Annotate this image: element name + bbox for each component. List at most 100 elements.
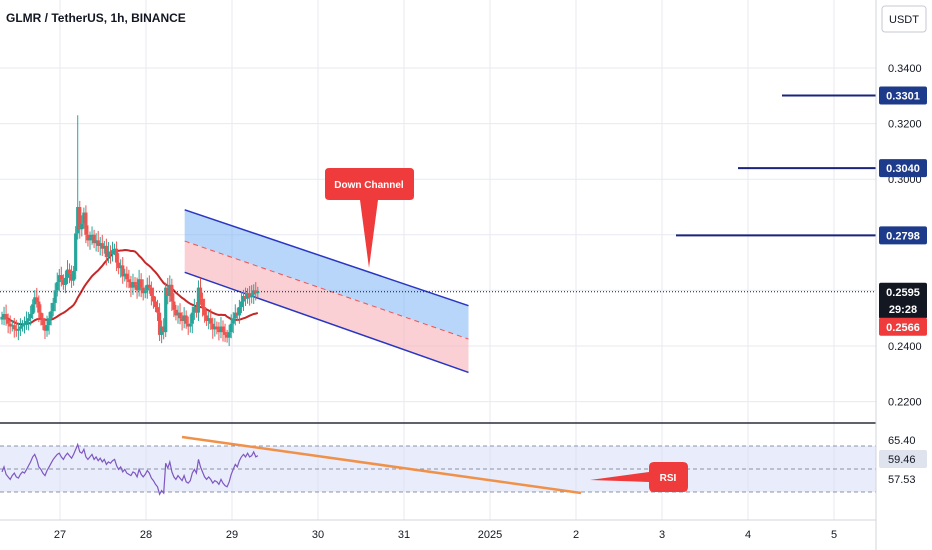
candle-body xyxy=(53,290,57,303)
rsi-line xyxy=(1,442,259,496)
candle-body xyxy=(215,326,219,330)
candle-body xyxy=(57,275,61,283)
rsi-axis-ticks: 65.40 59.46 57.53 xyxy=(879,435,927,486)
down-channel-callout-shape xyxy=(325,168,414,268)
candle-body xyxy=(16,328,20,331)
candle-body xyxy=(231,318,235,324)
current-price-label: 0.2595 xyxy=(886,287,920,299)
candle-body xyxy=(94,240,98,244)
candle-body xyxy=(143,290,147,294)
candle-body xyxy=(98,243,102,246)
target-lines xyxy=(676,94,876,237)
candle-body xyxy=(239,301,244,308)
candle-body xyxy=(135,284,139,291)
candle-body xyxy=(207,318,211,321)
time-tick-label: 2025 xyxy=(478,529,502,541)
candle-body xyxy=(112,248,117,251)
candle-body xyxy=(229,323,233,333)
candle-body xyxy=(80,223,84,230)
price-tick-label: 0.3000 xyxy=(888,174,922,186)
candle-body xyxy=(211,323,215,330)
candle-body xyxy=(47,318,51,326)
candle-body xyxy=(8,323,12,327)
candle-body xyxy=(157,312,162,335)
candle-body xyxy=(145,284,149,291)
candle-body xyxy=(45,325,49,331)
time-tick-label: 30 xyxy=(312,529,324,541)
candle-body xyxy=(104,245,108,258)
channel-upper-fill xyxy=(184,209,469,340)
candle-body xyxy=(172,301,176,310)
target-price-tag xyxy=(879,159,927,178)
currency-badge[interactable]: USDT xyxy=(881,5,927,33)
target-price-label: 0.2798 xyxy=(886,230,920,242)
candle-body xyxy=(190,312,194,324)
candlesticks xyxy=(0,115,260,346)
candle-body xyxy=(168,284,172,296)
candle-body xyxy=(202,307,207,316)
time-axis-ticks: 27 28 29 30 31 2025 2 3 4 5 xyxy=(54,529,837,541)
candle-body xyxy=(131,282,135,288)
candle-body xyxy=(96,240,100,246)
candle-body xyxy=(88,237,92,241)
rsi-tick-label: 59.46 xyxy=(888,454,916,466)
candle-body xyxy=(180,318,184,321)
candle-body xyxy=(223,332,227,335)
candle-body xyxy=(176,312,180,316)
candle-body xyxy=(250,294,254,298)
ma-price-tag xyxy=(879,317,927,336)
candle-body xyxy=(110,250,115,255)
candle-body xyxy=(84,212,88,235)
candle-body xyxy=(219,326,223,333)
time-tick-label: 2 xyxy=(573,529,579,541)
candle-body xyxy=(90,234,94,238)
candle-body xyxy=(164,287,168,333)
candle-body xyxy=(114,248,119,263)
candle-body xyxy=(233,312,237,319)
candle-body xyxy=(125,273,129,280)
candle-body xyxy=(35,297,39,302)
rsi-tick-label: 57.53 xyxy=(888,474,916,486)
candle-body xyxy=(12,325,16,330)
candle-body xyxy=(37,301,41,313)
candle-body xyxy=(155,307,160,313)
candle-body xyxy=(186,323,190,327)
time-tick-label: 28 xyxy=(140,529,152,541)
candle-body xyxy=(139,279,143,288)
rsi-trendline xyxy=(181,435,582,495)
candle-body xyxy=(133,282,137,285)
candle-body xyxy=(166,287,170,296)
candle-body xyxy=(237,307,241,316)
time-tick-label: 27 xyxy=(54,529,66,541)
time-tick-label: 31 xyxy=(398,529,410,541)
current-price-tag xyxy=(879,282,927,319)
candle-body xyxy=(49,311,53,319)
candle-body xyxy=(225,334,229,338)
candle-body xyxy=(188,323,192,327)
candle-body xyxy=(65,269,70,278)
candle-body xyxy=(106,251,111,258)
target-price-label: 0.3040 xyxy=(886,163,920,175)
candle-body xyxy=(123,273,127,277)
candle-body xyxy=(61,279,65,285)
candle-body xyxy=(27,318,31,321)
candle-body xyxy=(33,297,37,305)
down-channel-callout: Down Channel xyxy=(325,168,414,268)
candle-body xyxy=(213,326,217,330)
candle-body xyxy=(18,326,23,329)
down-channel-label: Down Channel xyxy=(334,180,404,191)
chart-title: GLMR / TetherUS, 1h, BINANCE xyxy=(6,11,186,25)
candle-body xyxy=(117,262,121,269)
candle-body xyxy=(160,326,164,335)
candle-body xyxy=(63,277,68,285)
candle-body xyxy=(194,307,199,313)
price-tick-label: 0.2200 xyxy=(888,397,922,409)
candle-body xyxy=(102,245,106,249)
candle-body xyxy=(72,270,76,281)
candle-body xyxy=(14,329,18,331)
candle-body xyxy=(0,316,4,320)
candle-body xyxy=(127,279,131,283)
channel-upper-line xyxy=(184,209,469,307)
price-tick-label: 0.3200 xyxy=(888,119,922,131)
candle-body xyxy=(137,279,141,291)
